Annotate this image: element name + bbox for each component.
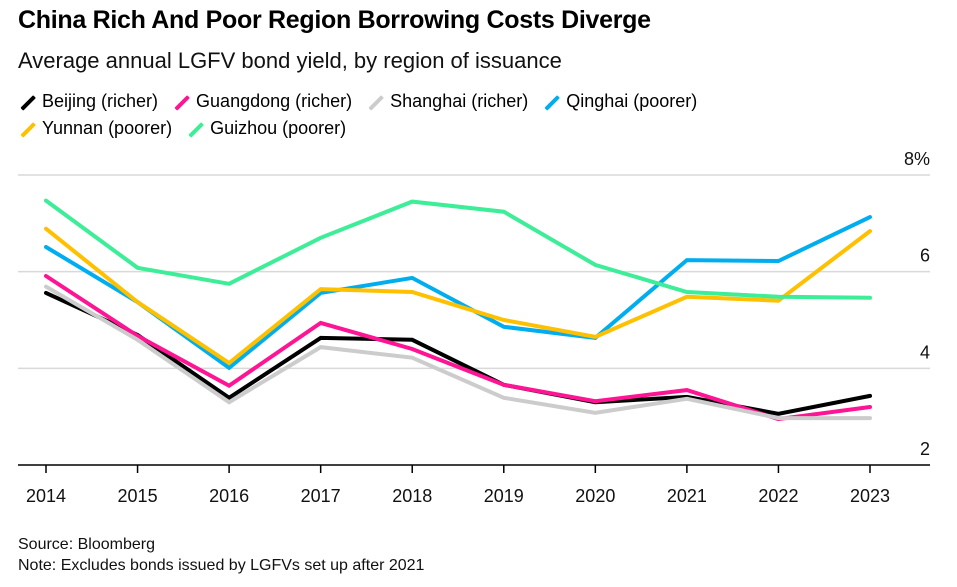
x-tick-label-2021: 2021: [667, 486, 707, 506]
source-note: Source: Bloomberg: [18, 536, 155, 553]
x-tick-label-2023: 2023: [850, 486, 890, 506]
legend-label-guangdong: Guangdong (richer): [196, 91, 353, 111]
x-axis: 2014 2015 2016 2017 2018 2019 2020 2021 2022 2023: [18, 464, 930, 506]
series-line-guangdong: [44, 274, 872, 422]
legend-row-2: Yunnan (poorer) Guizhou (poorer): [18, 115, 898, 142]
y-tick-label-2: 2: [920, 439, 930, 459]
legend-label-guizhou: Guizhou (poorer): [210, 118, 347, 138]
legend-label-shanghai: Shanghai (richer): [390, 91, 529, 111]
legend-swatch-guangdong: [172, 94, 188, 110]
legend-swatch-yunnan: [18, 121, 34, 137]
x-tick-label-2019: 2019: [484, 486, 524, 506]
x-tick-label-2015: 2015: [118, 486, 158, 506]
legend-label-beijing: Beijing (richer): [42, 91, 159, 111]
legend-row-1: Beijing (richer) Guangdong (richer) Shan…: [18, 88, 898, 115]
legend-item-beijing: Beijing (richer): [18, 88, 158, 115]
legend: Beijing (richer) Guangdong (richer) Shan…: [18, 88, 898, 142]
x-tick-label-2018: 2018: [392, 486, 432, 506]
y-tick-label-6: 6: [920, 246, 930, 266]
legend-item-guizhou: Guizhou (poorer): [186, 115, 346, 142]
series-line-yunnan: [44, 226, 872, 366]
footnote: Note: Excludes bonds issued by LGFVs set…: [18, 557, 425, 574]
series-lines: [44, 198, 872, 422]
legend-swatch-qinghai: [542, 94, 558, 110]
legend-item-guangdong: Guangdong (richer): [172, 88, 352, 115]
legend-swatch-guizhou: [186, 121, 202, 137]
legend-item-qinghai: Qinghai (poorer): [542, 88, 697, 115]
legend-label-yunnan: Yunnan (poorer): [42, 118, 173, 138]
series-line-qinghai: [44, 215, 872, 371]
chart-title: China Rich And Poor Region Borrowing Cos…: [18, 6, 651, 34]
y-tick-label-4: 4: [920, 342, 930, 362]
x-tick-label-2014: 2014: [26, 486, 66, 506]
series-line-guizhou: [44, 198, 872, 300]
x-tick-label-2020: 2020: [575, 486, 615, 506]
legend-label-qinghai: Qinghai (poorer): [566, 91, 698, 111]
x-tick-label-2022: 2022: [758, 486, 798, 506]
x-tick-label-2017: 2017: [301, 486, 341, 506]
y-tick-label-8: 8%: [904, 149, 930, 169]
legend-item-shanghai: Shanghai (richer): [366, 88, 528, 115]
x-tick-label-2016: 2016: [209, 486, 249, 506]
legend-swatch-beijing: [18, 94, 34, 110]
legend-swatch-shanghai: [366, 94, 382, 110]
legend-item-yunnan: Yunnan (poorer): [18, 115, 172, 142]
chart-subtitle: Average annual LGFV bond yield, by regio…: [18, 48, 562, 73]
series-line-shanghai: [44, 284, 872, 421]
y-axis-tick-labels: 2 4 6 8%: [904, 149, 930, 459]
